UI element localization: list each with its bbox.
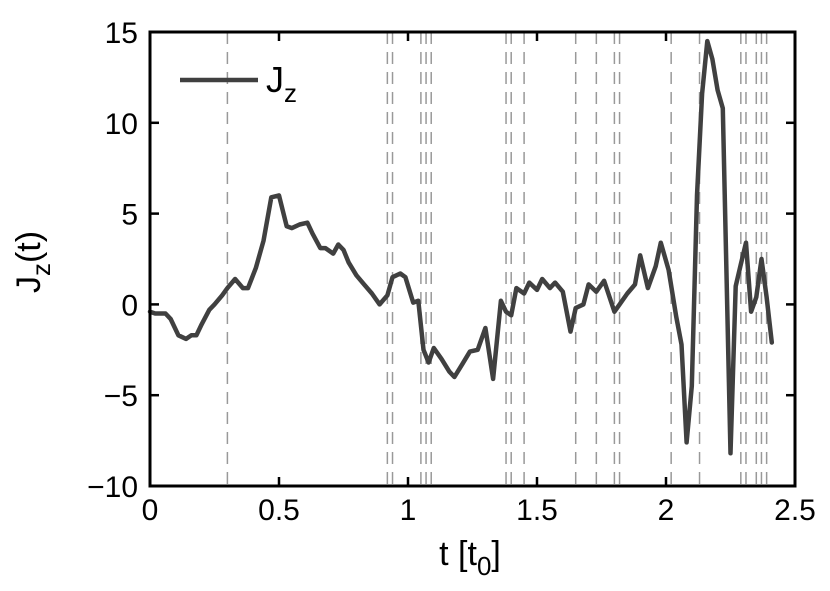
- x-tick-label: 0: [142, 494, 159, 527]
- y-tick-label: 15: [105, 17, 138, 50]
- legend-label: Jz: [266, 59, 297, 108]
- x-tick-label: 2.5: [774, 494, 816, 527]
- x-tick-label: 1: [400, 494, 417, 527]
- x-tick-label: 1.5: [516, 494, 558, 527]
- y-tick-label: 0: [121, 289, 138, 322]
- y-tick-label: −10: [87, 471, 138, 504]
- series-line-jz: [147, 38, 775, 456]
- legend: Jz: [180, 59, 297, 108]
- y-axis-label: Jz(t): [10, 231, 56, 293]
- y-tick-label: −5: [104, 380, 138, 413]
- y-tick-label: 10: [105, 108, 138, 141]
- plot-frame: [148, 30, 797, 488]
- axis-ticks: [148, 30, 797, 488]
- x-axis-label: t [t0]: [439, 535, 501, 581]
- x-tick-label: 0.5: [258, 494, 300, 527]
- tick-labels: 0 0.5 1 1.5 2 2.5 −10 −5 0 5 10 15: [87, 17, 816, 527]
- x-tick-label: 2: [658, 494, 675, 527]
- y-tick-label: 5: [121, 199, 138, 232]
